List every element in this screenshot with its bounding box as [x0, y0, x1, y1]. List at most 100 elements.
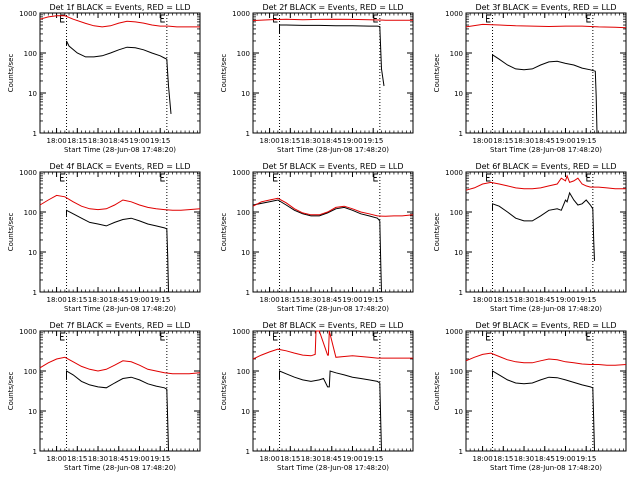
x-tick-label: 18:45 — [535, 137, 555, 145]
lld-series-line — [252, 18, 413, 21]
plot-frame — [252, 171, 414, 293]
events-series-line — [279, 24, 385, 87]
y-axis-label: Counts/sec — [7, 213, 15, 252]
time-marker-symbol — [373, 332, 378, 341]
y-tick-label: 1 — [33, 448, 37, 456]
events-series-line — [492, 370, 595, 452]
x-tick-label: 19:15 — [576, 137, 596, 145]
plot-frame — [39, 330, 201, 452]
y-tick-label: 10 — [28, 249, 37, 257]
plot-frame — [39, 171, 201, 293]
time-marker-symbol — [486, 173, 491, 182]
events-series-line — [492, 53, 598, 134]
time-marker-symbol — [486, 14, 491, 23]
y-tick-label: 10 — [28, 408, 37, 416]
x-tick-label: 18:15 — [280, 137, 300, 145]
y-tick-label: 100 — [24, 209, 37, 217]
x-tick-label: 18:30 — [301, 455, 321, 463]
y-tick-label: 1000 — [445, 10, 463, 18]
events-series-line — [66, 209, 169, 293]
time-marker-symbol — [273, 14, 278, 23]
x-tick-label: 19:15 — [150, 455, 170, 463]
x-tick-label: 18:00 — [259, 455, 279, 463]
panel-8: Det 8f BLACK = Events, RED = LLD 1 10 100 10… — [220, 321, 414, 472]
time-marker-symbol — [273, 332, 278, 341]
time-marker-symbol — [586, 332, 591, 341]
events-series-line — [66, 370, 169, 452]
plot-frame — [252, 330, 414, 452]
y-tick-label: 1000 — [445, 169, 463, 177]
x-tick-label: 18:00 — [259, 137, 279, 145]
x-tick-label: 18:45 — [322, 455, 342, 463]
y-tick-label: 100 — [237, 368, 250, 376]
x-tick-label: 18:45 — [322, 296, 342, 304]
x-tick-label: 18:15 — [280, 296, 300, 304]
x-tick-label: 18:45 — [109, 296, 129, 304]
y-tick-label: 1000 — [19, 10, 37, 18]
x-tick-label: 19:15 — [150, 137, 170, 145]
x-tick-label: 18:15 — [493, 296, 513, 304]
x-tick-label: 18:15 — [493, 455, 513, 463]
y-tick-label: 100 — [450, 368, 463, 376]
y-axis-label: Counts/sec — [433, 54, 441, 93]
panel-title: Det 9f BLACK = Events, RED = LLD — [475, 321, 616, 330]
x-tick-label: 18:45 — [535, 455, 555, 463]
y-tick-label: 1000 — [445, 328, 463, 336]
y-axis-label: Counts/sec — [220, 372, 228, 411]
lld-series-line — [465, 352, 627, 366]
y-tick-label: 1000 — [19, 169, 37, 177]
x-tick-label: 18:15 — [280, 455, 300, 463]
panel-1: Det 1f BLACK = Events, RED = LLD 1 10 100 10… — [7, 3, 201, 154]
x-tick-label: 18:30 — [88, 137, 108, 145]
x-tick-label: 19:15 — [576, 296, 596, 304]
x-tick-label: 18:30 — [514, 455, 534, 463]
x-tick-label: 18:45 — [535, 296, 555, 304]
y-tick-label: 100 — [237, 209, 250, 217]
y-tick-label: 1 — [459, 289, 463, 297]
x-tick-label: 18:45 — [322, 137, 342, 145]
y-tick-label: 1000 — [232, 10, 250, 18]
panel-7: Det 7f BLACK = Events, RED = LLD 1 10 100 10… — [7, 321, 201, 472]
x-tick-label: 18:30 — [301, 296, 321, 304]
panel-9: Det 9f BLACK = Events, RED = LLD 1 10 100 10… — [433, 321, 627, 472]
y-axis-label: Counts/sec — [433, 372, 441, 411]
plot-frame — [465, 330, 627, 452]
events-series-line — [492, 191, 595, 261]
y-tick-label: 10 — [241, 90, 250, 98]
lld-series-line — [39, 194, 201, 211]
panel-title: Det 6f BLACK = Events, RED = LLD — [475, 162, 616, 171]
x-tick-label: 19:15 — [363, 137, 383, 145]
events-series-line — [279, 370, 382, 452]
x-tick-label: 18:00 — [46, 455, 66, 463]
time-marker-symbol — [373, 173, 378, 182]
panel-title: Det 8f BLACK = Events, RED = LLD — [262, 321, 403, 330]
y-tick-label: 100 — [450, 209, 463, 217]
panel-2: Det 2f BLACK = Events, RED = LLD 1 10 100 10… — [220, 3, 414, 154]
x-tick-label: 19:15 — [363, 296, 383, 304]
y-tick-label: 1 — [459, 448, 463, 456]
panel-title: Det 5f BLACK = Events, RED = LLD — [262, 162, 403, 171]
y-axis-label: Counts/sec — [7, 372, 15, 411]
y-tick-label: 1 — [246, 130, 250, 138]
x-axis-label: Start Time (28-Jun-08 17:48:20) — [64, 464, 176, 472]
x-axis-label: Start Time (28-Jun-08 17:48:20) — [64, 146, 176, 154]
y-tick-label: 100 — [237, 50, 250, 58]
panel-5: Det 5f BLACK = Events, RED = LLD 1 10 100 10… — [220, 162, 414, 313]
panel-6: Det 6f BLACK = Events, RED = LLD 1 10 100 10… — [433, 162, 627, 313]
y-tick-label: 1 — [33, 130, 37, 138]
x-axis-label: Start Time (28-Jun-08 17:48:20) — [490, 305, 602, 313]
x-tick-label: 18:00 — [46, 296, 66, 304]
y-axis-label: Counts/sec — [7, 54, 15, 93]
y-tick-label: 1 — [246, 448, 250, 456]
y-tick-label: 10 — [454, 90, 463, 98]
panel-3: Det 3f BLACK = Events, RED = LLD 1 10 100 10… — [433, 3, 627, 154]
y-tick-label: 100 — [24, 50, 37, 58]
x-axis-label: Start Time (28-Jun-08 17:48:20) — [277, 305, 389, 313]
y-axis-label: Counts/sec — [220, 54, 228, 93]
x-tick-label: 18:15 — [493, 137, 513, 145]
lld-series-line — [39, 15, 200, 28]
lld-series-line — [465, 23, 627, 29]
plot-frame — [465, 12, 627, 134]
y-axis-label: Counts/sec — [220, 213, 228, 252]
